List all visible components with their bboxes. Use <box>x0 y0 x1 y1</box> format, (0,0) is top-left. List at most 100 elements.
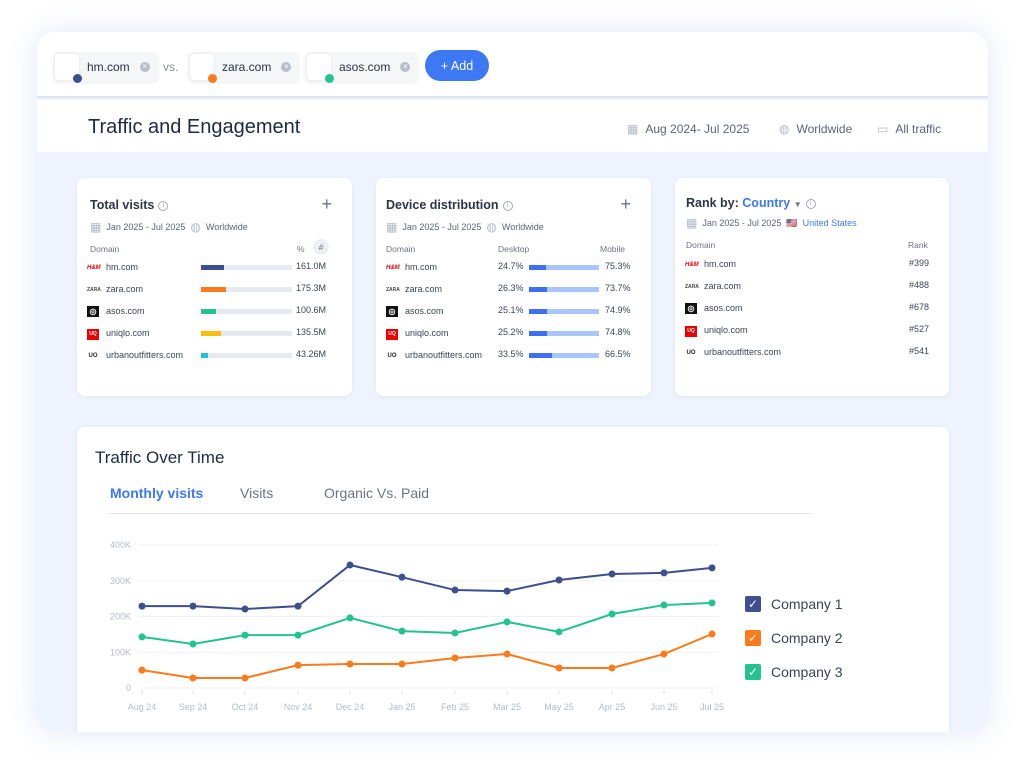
y-tick-label: 0 <box>126 683 131 693</box>
x-tick-label: Aug 24 <box>128 702 157 712</box>
region-label: Worldwide <box>796 122 853 136</box>
data-point <box>241 605 249 613</box>
caret-down-icon[interactable]: ▼ <box>793 200 802 209</box>
rank-card: Rank by: Country ▼ i ▦ Jan 2025 - Jul 2025… <box>675 178 949 396</box>
country-link[interactable]: United States <box>802 218 857 228</box>
region-label: Worldwide <box>205 222 248 232</box>
domain-row[interactable]: H&M hm.com <box>386 260 437 274</box>
domain-name: zara.com <box>704 281 742 291</box>
tab-visits[interactable]: Visits <box>240 485 274 501</box>
domain-name: asos.com <box>405 306 444 316</box>
tab-monthly-visits[interactable]: Monthly visits <box>110 485 204 501</box>
domain-row[interactable]: UO urbanoutfitters.com <box>386 348 483 362</box>
data-point <box>608 570 616 578</box>
region-filter[interactable]: ◍ Worldwide <box>779 122 852 136</box>
visits-share-bar <box>201 331 292 336</box>
site-logo-icon: UO <box>88 352 98 359</box>
domain-chip-zara[interactable]: zara.com × <box>188 52 300 83</box>
site-logo-icon: ZARA <box>386 286 400 293</box>
remove-icon[interactable]: × <box>139 62 150 72</box>
col-domain: Domain <box>90 244 120 254</box>
vs-label: vs. <box>163 60 179 74</box>
domain-row[interactable]: H&M hm.com <box>685 257 736 271</box>
legend-label: Company 1 <box>771 596 843 612</box>
page-title: Traffic and Engagement <box>88 116 301 138</box>
domain-row[interactable]: ◎ asos.com <box>87 304 145 318</box>
desktop-value: 26.3% <box>498 283 524 293</box>
rank-value: #541 <box>909 346 930 356</box>
remove-icon[interactable]: × <box>400 62 411 72</box>
domain-row[interactable]: H&M hm.com <box>87 260 138 274</box>
domain-name: hm.com <box>106 262 139 272</box>
add-domain-button[interactable]: + Add <box>425 50 489 81</box>
site-logo-icon: UQ <box>685 324 704 337</box>
us-flag-icon: 🇺🇸 <box>786 217 798 228</box>
date-label: Jan 2025 - Jul 2025 <box>702 218 782 228</box>
info-icon[interactable]: i <box>805 198 816 209</box>
domain-row[interactable]: UO urbanoutfitters.com <box>685 345 782 359</box>
info-icon[interactable]: i <box>158 200 169 211</box>
legend-item[interactable]: ✓ Company 3 <box>745 664 843 680</box>
x-tick-label: Jan 25 <box>388 702 415 712</box>
data-point <box>138 602 146 610</box>
visits-value: 100.6M <box>296 305 327 315</box>
domain-name: uniqlo.com <box>405 328 449 338</box>
domain-row[interactable]: ZARA zara.com <box>87 282 143 296</box>
x-tick-label: May 25 <box>544 702 574 712</box>
domain-row[interactable]: ZARA zara.com <box>386 282 442 296</box>
domain-row[interactable]: UQ uniqlo.com <box>87 326 150 340</box>
date-label: Jan 2025 - Jul 2025 <box>106 222 186 232</box>
add-icon[interactable]: + <box>620 194 631 214</box>
domain-row[interactable]: ◎ asos.com <box>685 301 743 315</box>
chip-label: hm.com <box>87 60 130 74</box>
y-tick-label: 300K <box>110 576 131 586</box>
mobile-value: 74.9% <box>605 305 631 315</box>
legend-item[interactable]: ✓ Company 1 <box>745 596 843 612</box>
x-tick-label: Oct 24 <box>232 702 259 712</box>
data-point <box>708 630 716 638</box>
add-icon[interactable]: + <box>321 194 332 214</box>
data-point <box>294 661 302 669</box>
info-icon[interactable]: i <box>502 200 513 211</box>
domain-chip-asos[interactable]: asos.com × <box>305 52 419 83</box>
device-split-bar <box>529 309 599 314</box>
domain-name: asos.com <box>704 303 743 313</box>
data-point <box>294 631 302 639</box>
traffic-over-time-card: Traffic Over Time Monthly visits Visits … <box>77 427 949 732</box>
card-title: Total visits <box>90 198 155 212</box>
desktop-value: 25.2% <box>498 327 524 337</box>
rank-type-dropdown[interactable]: Country <box>742 196 791 210</box>
traffic-filter[interactable]: ▭ All traffic <box>877 122 941 136</box>
compare-bar: hm.com × vs. zara.com × asos.com × + Add <box>37 32 988 98</box>
tab-organic-vs-paid[interactable]: Organic Vs. Paid <box>324 485 430 501</box>
rank-value: #399 <box>909 258 930 268</box>
x-tick-label: Jul 25 <box>700 702 724 712</box>
visits-value: 135.5M <box>296 327 327 337</box>
device-split-bar <box>529 331 599 336</box>
traffic-line-chart: 0 100K 200K 300K 400K Aug 24 Sep 24 Oct 24 Nov 2… <box>110 540 724 712</box>
visits-value: 175.3M <box>296 283 327 293</box>
toggle-percent[interactable]: % <box>297 244 305 254</box>
domain-chip-hm[interactable]: hm.com × <box>53 52 158 83</box>
domain-row[interactable]: UQ uniqlo.com <box>685 323 748 337</box>
domain-row[interactable]: ◎ asos.com <box>386 304 444 318</box>
domain-name: urbanoutfitters.com <box>405 350 483 360</box>
checkbox-checked-icon[interactable]: ✓ <box>745 596 761 612</box>
domain-row[interactable]: UQ uniqlo.com <box>386 326 449 340</box>
checkbox-checked-icon[interactable]: ✓ <box>745 630 761 646</box>
col-mobile: Mobile <box>600 244 626 254</box>
checkbox-checked-icon[interactable]: ✓ <box>745 664 761 680</box>
site-logo-icon: H&M <box>386 264 400 271</box>
remove-icon[interactable]: × <box>281 62 292 72</box>
device-split-bar <box>529 287 599 292</box>
toggle-number[interactable]: # <box>313 239 329 255</box>
domain-row[interactable]: UO urbanoutfitters.com <box>87 348 184 362</box>
legend-item[interactable]: ✓ Company 2 <box>745 630 843 646</box>
site-logo-icon: ZARA <box>87 286 101 293</box>
domain-row[interactable]: ZARA zara.com <box>685 279 741 293</box>
card-title: Device distribution <box>386 198 499 212</box>
legend-label: Company 2 <box>771 630 843 646</box>
site-logo-icon: ◎ <box>87 305 106 317</box>
date-range-filter[interactable]: ▦ Aug 2024- Jul 2025 <box>627 122 749 136</box>
x-tick-label: Dec 24 <box>336 702 365 712</box>
